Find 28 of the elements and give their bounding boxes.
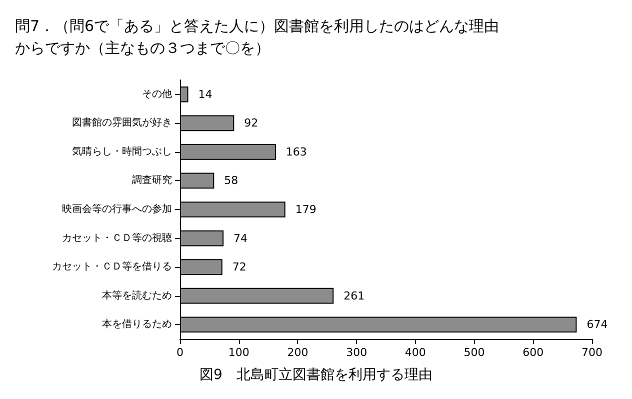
data-label: 74	[234, 232, 248, 245]
data-label: 261	[344, 289, 365, 302]
y-tick-label: 図書館の雰囲気が好き	[72, 116, 172, 129]
x-tick-label: 700	[582, 346, 602, 359]
x-tick-label: 400	[404, 346, 426, 359]
data-label: 179	[295, 203, 316, 216]
y-tick-label: その他	[142, 88, 172, 100]
x-tick-label: 500	[464, 346, 485, 359]
y-tick-label: 本等を読むため	[102, 289, 172, 302]
y-tick-label: 映画会等の行事への参加	[62, 203, 172, 215]
y-tick-label: 本を借りるため	[102, 318, 172, 330]
data-label: 58	[224, 174, 238, 188]
y-tick-label: カセット・ＣＤ等の視聴	[62, 232, 172, 244]
x-tick-label: 600	[522, 346, 544, 359]
chart-title: 問7．（問6で「ある」と答えた人に）図書館を利用したのはどんな理由からですか（主なもの３つまで〇を）	[15, 17, 500, 57]
x-tick-label: 300	[346, 346, 368, 359]
data-label: 163	[286, 145, 307, 158]
y-tick-label: 調査研究	[132, 174, 172, 186]
data-label: 72	[232, 260, 246, 274]
x-tick-label: 200	[287, 346, 308, 359]
caption: 図9 北島町立図書館を利用する理由	[200, 367, 432, 383]
x-tick-label: 100	[228, 346, 250, 359]
data-label: 92	[244, 116, 258, 130]
y-tick-label: カセット・ＣＤ等を借りる	[52, 260, 172, 273]
data-label: 674	[586, 318, 608, 332]
y-tick-label: 気晴らし・時間つぶし	[72, 145, 172, 158]
x-tick-label: 0	[176, 346, 184, 359]
data-label: 14	[198, 88, 212, 101]
